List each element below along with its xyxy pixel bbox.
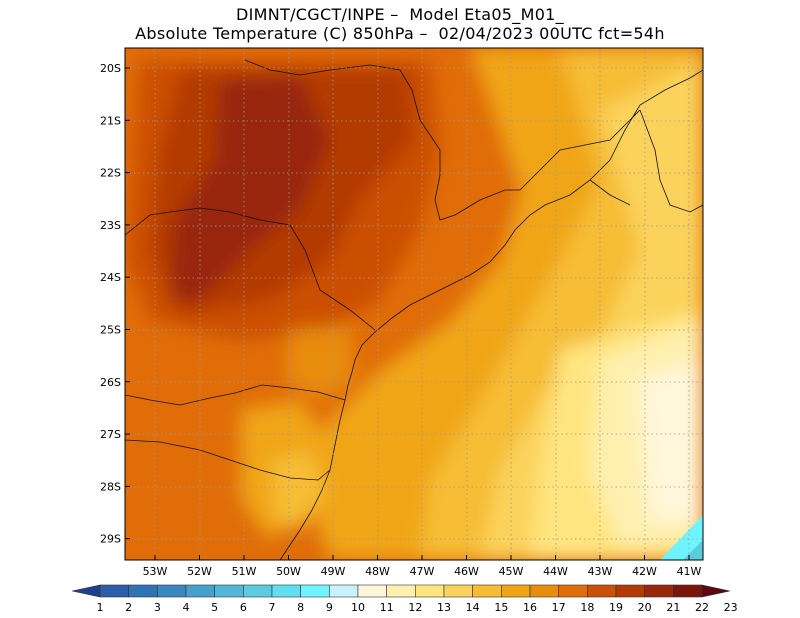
colorbar-label: 15 <box>494 601 508 614</box>
colorbar-arrow-low <box>71 584 101 598</box>
lon-label: 53W <box>143 565 168 578</box>
colorbar-label: 7 <box>269 601 276 614</box>
lon-label: 42W <box>632 565 657 578</box>
lon-label: 48W <box>365 565 390 578</box>
colorbar-swatch <box>185 584 215 598</box>
colorbar-label: 19 <box>609 601 623 614</box>
lon-label: 50W <box>276 565 301 578</box>
map-title-line-1: DIMNT/CGCT/INPE – Model Eta05_M01_ <box>236 5 564 24</box>
latitude-axis: 20S 21S 22S 23S 24S 25S 26S 27S 28S 29S <box>100 62 130 546</box>
lon-label: 41W <box>677 565 702 578</box>
colorbar-label: 10 <box>351 601 365 614</box>
colorbar-swatch <box>128 584 158 598</box>
colorbar-swatch <box>243 584 273 598</box>
colorbar-label: 8 <box>297 601 304 614</box>
lat-label: 25S <box>100 324 121 337</box>
lat-label: 22S <box>100 167 121 180</box>
lat-label: 23S <box>100 219 121 232</box>
lat-label: 29S <box>100 533 121 546</box>
colorbar-swatch <box>99 584 129 598</box>
colorbar-swatch <box>271 584 301 598</box>
colorbar-swatch <box>673 584 703 598</box>
colorbar-label: 12 <box>408 601 422 614</box>
colorbar-label: 14 <box>466 601 480 614</box>
colorbar-label: 17 <box>552 601 566 614</box>
lat-label: 20S <box>100 62 121 75</box>
graticule <box>125 48 703 560</box>
colorbar-swatch <box>157 584 187 598</box>
lon-label: 44W <box>543 565 568 578</box>
lon-label: 49W <box>321 565 346 578</box>
lon-label: 46W <box>454 565 479 578</box>
longitude-axis: 53W 52W 51W 50W 49W 48W 47W 46W 45W 44W 43W 42W 41W <box>143 555 702 578</box>
colorbar-label: 21 <box>666 601 680 614</box>
colorbar-swatch <box>443 584 473 598</box>
colorbar-swatch <box>214 584 244 598</box>
temperature-field <box>125 48 703 560</box>
colorbar-swatch <box>644 584 674 598</box>
colorbar-swatch <box>357 584 387 598</box>
colorbar-swatch <box>587 584 617 598</box>
lon-label: 51W <box>232 565 257 578</box>
colorbar-label: 2 <box>125 601 132 614</box>
colorbar-swatch <box>615 584 645 598</box>
colorbar-label: 9 <box>326 601 333 614</box>
colorbar-label: 23 <box>724 601 738 614</box>
map-frame <box>124 47 704 561</box>
colorbar-swatch <box>329 584 359 598</box>
lat-label: 26S <box>100 376 121 389</box>
colorbar-label: 16 <box>523 601 537 614</box>
colorbar-arrow-high <box>701 584 731 598</box>
lon-label: 52W <box>187 565 212 578</box>
map-title-line-2: Absolute Temperature (C) 850hPa – 02/04/… <box>135 24 665 43</box>
colorbar-label: 13 <box>437 601 451 614</box>
colorbar: 1 2 3 4 5 6 7 8 9 10 11 12 13 14 15 16 17 18 19 20 21 22 23 <box>71 584 738 614</box>
colorbar-swatch <box>558 584 588 598</box>
colorbar-swatch <box>386 584 416 598</box>
lat-label: 24S <box>100 271 121 284</box>
lat-label: 28S <box>100 480 121 493</box>
colorbar-label: 18 <box>580 601 594 614</box>
colorbar-label: 5 <box>211 601 218 614</box>
colorbar-label: 4 <box>183 601 190 614</box>
colorbar-label: 20 <box>638 601 652 614</box>
colorbar-swatch <box>415 584 445 598</box>
colorbar-swatch <box>472 584 502 598</box>
colorbar-swatch <box>529 584 559 598</box>
colorbar-swatch <box>501 584 531 598</box>
colorbar-label: 11 <box>380 601 394 614</box>
lon-label: 47W <box>410 565 435 578</box>
colorbar-swatch <box>300 584 330 598</box>
colorbar-label: 3 <box>154 601 161 614</box>
lat-label: 21S <box>100 114 121 127</box>
lon-label: 43W <box>588 565 613 578</box>
lat-label: 27S <box>100 428 121 441</box>
lon-label: 45W <box>499 565 524 578</box>
colorbar-label: 6 <box>240 601 247 614</box>
colorbar-label: 1 <box>97 601 104 614</box>
coastline-and-borders <box>125 59 703 560</box>
colorbar-label: 22 <box>695 601 709 614</box>
